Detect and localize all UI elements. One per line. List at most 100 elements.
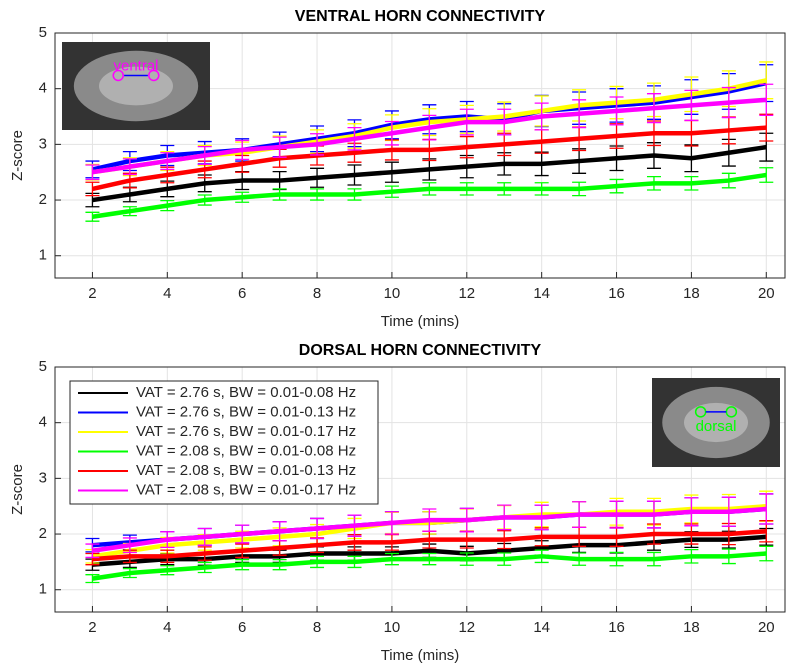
error-bar (646, 93, 661, 124)
error-bar (684, 497, 699, 527)
error-bar (384, 185, 399, 198)
error-bar (85, 574, 100, 584)
error-bar (759, 167, 774, 183)
error-bar (721, 496, 736, 527)
inset-label: dorsal (696, 418, 737, 435)
error-bar (85, 543, 100, 559)
y-tick-label: 3 (39, 135, 47, 152)
error-bar (122, 567, 137, 579)
error-bar (235, 543, 250, 559)
error-bar (122, 158, 137, 176)
error-bar (609, 551, 624, 567)
error-bar (459, 108, 474, 136)
error-bar (197, 561, 212, 574)
error-bar (534, 504, 549, 531)
error-bar (85, 181, 100, 197)
error-bar (384, 120, 399, 146)
x-tick-label: 14 (533, 619, 550, 636)
error-bar (759, 545, 774, 562)
error-bar (310, 188, 325, 201)
error-bar (122, 537, 137, 554)
y-tick-label: 1 (39, 247, 47, 264)
error-bar (235, 524, 250, 544)
error-bar (160, 531, 175, 549)
y-tick-label: 2 (39, 525, 47, 542)
error-bar (684, 176, 699, 191)
x-tick-label: 6 (238, 285, 246, 302)
x-tick-label: 18 (683, 285, 700, 302)
error-bar (459, 552, 474, 566)
legend-label: VAT = 2.08 s, BW = 0.01-0.17 Hz (136, 481, 356, 498)
inset-label: ventral (113, 58, 158, 75)
error-bar (310, 517, 325, 540)
x-tick-label: 8 (313, 285, 321, 302)
x-tick-label: 18 (683, 619, 700, 636)
x-tick-label: 8 (313, 619, 321, 636)
x-axis-label: Time (mins) (381, 647, 460, 664)
inset-roi (148, 69, 160, 82)
error-bar (646, 176, 661, 191)
error-bar (347, 514, 362, 537)
y-axis-label: Z-score (9, 464, 26, 515)
legend-label: VAT = 2.08 s, BW = 0.01-0.13 Hz (136, 462, 356, 479)
error-bar (459, 135, 474, 159)
x-tick-label: 20 (758, 619, 775, 636)
x-tick-label: 2 (88, 619, 96, 636)
error-bar (759, 493, 774, 525)
y-tick-label: 3 (39, 469, 47, 486)
error-bar (534, 102, 549, 131)
x-tick-label: 4 (163, 619, 171, 636)
error-bar (235, 559, 250, 571)
error-bar (85, 164, 100, 181)
error-bar (646, 551, 661, 567)
error-bar (534, 549, 549, 564)
axes-box (54, 366, 786, 613)
x-tick-label: 14 (533, 285, 550, 302)
error-bar (384, 161, 399, 183)
x-axis-label: Time (mins) (381, 313, 460, 330)
error-bar (384, 511, 399, 535)
x-tick-label: 10 (384, 285, 401, 302)
error-bar (497, 552, 512, 566)
legend-box (69, 380, 379, 505)
x-tick-label: 20 (758, 285, 775, 302)
error-bar (497, 504, 512, 531)
x-tick-label: 16 (608, 285, 625, 302)
error-bar (197, 145, 212, 166)
error-bar (422, 508, 437, 532)
chart-title: DORSAL HORN CONNECTIVITY (299, 342, 542, 359)
legend-label: VAT = 2.76 s, BW = 0.01-0.13 Hz (136, 403, 356, 420)
error-bar (721, 86, 736, 119)
error-bar (684, 548, 699, 564)
inset-roi (112, 69, 124, 82)
y-tick-label: 5 (39, 358, 47, 375)
error-bar (235, 139, 250, 161)
error-bar (459, 507, 474, 533)
error-bar (459, 182, 474, 196)
y-tick-label: 4 (39, 80, 47, 97)
error-bar (609, 500, 624, 529)
inset-grey-matter (99, 66, 173, 106)
x-tick-label: 16 (608, 619, 625, 636)
x-tick-label: 2 (88, 285, 96, 302)
error-bar (534, 182, 549, 196)
error-bar (609, 178, 624, 194)
error-bar (160, 549, 175, 564)
error-bar (497, 182, 512, 196)
error-bar (85, 211, 100, 222)
x-tick-label: 6 (238, 619, 246, 636)
error-bar (310, 167, 325, 188)
error-bar (160, 565, 175, 576)
error-bar (384, 552, 399, 566)
error-bar (646, 500, 661, 529)
x-tick-label: 12 (458, 619, 475, 636)
error-bar (347, 555, 362, 569)
y-tick-label: 1 (39, 581, 47, 598)
axes-box (54, 32, 786, 279)
y-tick-label: 2 (39, 191, 47, 208)
error-bar (197, 194, 212, 206)
error-bar (272, 521, 287, 542)
legend-label: VAT = 2.76 s, BW = 0.01-0.08 Hz (136, 384, 356, 401)
legend-label: VAT = 2.08 s, BW = 0.01-0.08 Hz (136, 442, 356, 459)
